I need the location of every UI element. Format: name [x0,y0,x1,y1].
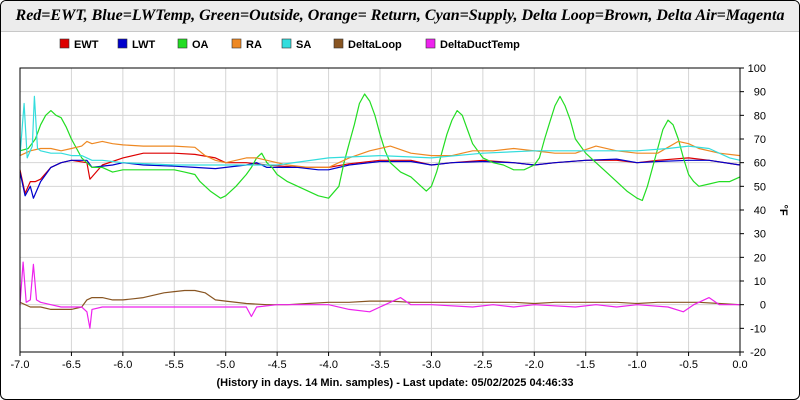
series-line-sa [19,95,741,166]
x-tick-label: -2.0 [525,359,544,371]
x-tick-label: -4.5 [268,359,287,371]
legend-swatch-sa [281,38,292,49]
x-tick-label: 0.0 [732,359,747,371]
y-tick-label: -20 [750,347,766,359]
grid-lines [19,67,741,353]
y-tick-label: 40 [754,205,766,217]
x-tick-label: -6.0 [113,359,132,371]
legend-swatch-deltaloop [333,38,344,49]
y-tick-label: 90 [754,87,766,99]
y-tick-label: 100 [748,63,766,75]
y-tick-label: 0 [760,300,766,312]
x-tick-label: -2.5 [473,359,492,371]
x-tick-label: -6.5 [62,359,81,371]
x-axis: -7.0 -6.5 -6.0 -5.5 -5.0 -4.5 -4.0 -3.5 -3.0 -2.5… [11,352,748,371]
x-tick-label: -1.0 [628,359,647,371]
legend-label-lwt: LWT [132,39,155,51]
x-tick-label: -7.0 [11,359,30,371]
series-line-lwt [19,158,741,199]
series-layer [19,93,741,329]
series-line-deltaloop [19,289,741,310]
y-axis: -20 -10 0 10 20 30 40 50 60 70 80 90 100 [740,63,766,359]
series-line-ra [19,140,741,168]
chart-title: Red=EWT, Blue=LWTemp, Green=Outside, Ora… [1,1,799,32]
x-axis-title: (History in days. 14 Min. samples) - Las… [216,377,573,389]
y-axis-title: °F [777,204,789,215]
y-tick-label: 20 [754,252,766,264]
y-tick-label: 30 [754,229,766,241]
x-tick-label: -1.5 [576,359,595,371]
legend-label-deltaducttemp: DeltaDuctTemp [440,39,520,51]
x-tick-label: -5.5 [165,359,184,371]
x-tick-label: -0.5 [679,359,698,371]
x-tick-label: -5.0 [216,359,235,371]
y-tick-label: 60 [754,158,766,170]
y-tick-label: 70 [754,134,766,146]
x-tick-label: -3.0 [422,359,441,371]
y-tick-label: 10 [754,276,766,288]
legend-label-deltaloop: DeltaLoop [348,39,402,51]
legend-label-sa: SA [296,39,311,51]
series-line-deltaducttemp [19,261,740,329]
legend-swatch-oa [177,38,188,49]
legend-swatch-deltaducttemp [425,38,436,49]
series-line-oa [19,93,741,202]
x-tick-label: -4.0 [319,359,338,371]
x-tick-label: -3.5 [371,359,390,371]
y-tick-label: 50 [754,181,766,193]
legend-swatch-ewt [59,38,70,49]
legend-label-oa: OA [192,39,209,51]
y-tick-label: -10 [750,323,766,335]
legend-swatch-lwt [117,38,128,49]
y-tick-label: 80 [754,110,766,122]
legend-label-ra: RA [246,39,262,51]
legend-label-ewt: EWT [74,39,99,51]
legend-swatch-ra [231,38,242,49]
legend: EWT LWT OA RA SA DeltaLoop DeltaDuctTemp [59,38,520,51]
